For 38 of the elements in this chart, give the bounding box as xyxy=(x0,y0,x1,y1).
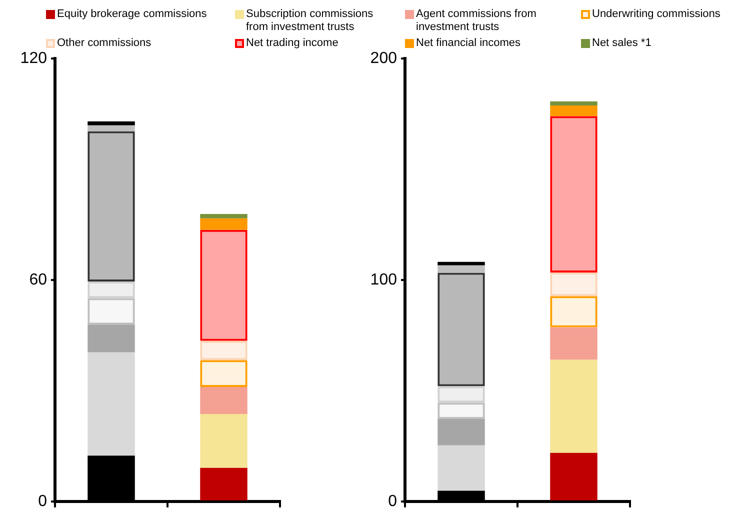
legend-label: Net financial incomes xyxy=(416,37,521,50)
bar xyxy=(550,116,598,272)
y-tick-label: 60 xyxy=(29,271,48,288)
bar xyxy=(438,419,485,446)
bar xyxy=(550,296,598,328)
y-tick-label: 200 xyxy=(370,50,398,68)
legend-label: Equity brokerage commissions xyxy=(57,8,207,21)
bar xyxy=(200,387,248,414)
legend-label: Net trading income xyxy=(246,37,338,50)
bar xyxy=(550,360,598,453)
bar xyxy=(200,214,248,218)
bar xyxy=(550,101,598,106)
bar xyxy=(88,324,135,352)
bar xyxy=(88,281,135,298)
bar xyxy=(200,340,248,360)
bar xyxy=(88,352,135,456)
y-tick-label: 100 xyxy=(370,271,398,288)
legend-label: Underwriting commissions xyxy=(592,8,720,21)
bar xyxy=(438,445,485,491)
bar xyxy=(200,414,248,468)
bar xyxy=(550,452,598,500)
legend-label: Agent commissions from investment trusts xyxy=(416,8,538,34)
bar xyxy=(550,327,598,360)
y-tick-label: 0 xyxy=(38,492,48,510)
bar xyxy=(200,230,248,341)
y-tick-label: 120 xyxy=(20,50,48,68)
bar xyxy=(200,218,248,230)
bar xyxy=(550,106,598,116)
y-tick-label: 0 xyxy=(388,492,398,510)
legend-label: Net sales *1 xyxy=(592,37,652,50)
bar xyxy=(200,360,248,388)
legend-label: Subscription commissions from investment trusts xyxy=(246,8,374,34)
bar xyxy=(438,386,485,403)
legend-label: Other commissions xyxy=(57,37,152,50)
bar xyxy=(438,272,485,386)
bar xyxy=(200,468,248,500)
bar xyxy=(88,131,135,282)
bar xyxy=(550,272,598,296)
